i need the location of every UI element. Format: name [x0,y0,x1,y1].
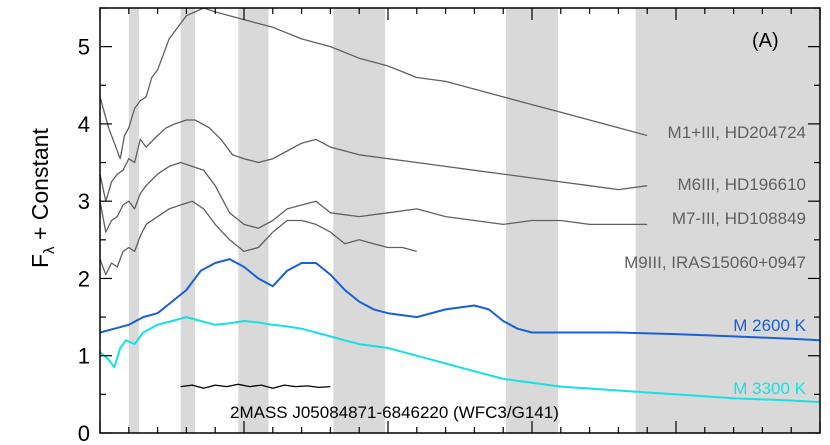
shaded-band-0 [128,8,139,433]
series-line-4 [99,258,821,342]
y-tick-label-5: 5 [78,35,90,60]
label-2mass-target: 2MASS J05084871-6846220 (WFC3/G141) [230,403,559,422]
series-line-3 [99,200,417,276]
series-line-1 [99,119,648,202]
series-line-5 [99,316,821,404]
panel-label: (A) [752,30,779,52]
shaded-regions [128,8,820,433]
shaded-band-1 [180,8,196,433]
label-m6iii: M6III, HD196610 [677,175,806,194]
label-m1iii: M1+III, HD204724 [668,123,806,142]
series-lines [99,7,821,404]
shaded-band-2 [238,8,269,433]
series-line-6 [180,383,331,389]
y-tick-label-4: 4 [78,112,90,137]
y-axis-ticks: 0 1 2 3 4 5 [78,7,820,445]
y-tick-label-2: 2 [78,266,90,291]
label-m9iii: M9III, IRAS15060+0947 [624,253,806,272]
y-tick-label-0: 0 [78,421,90,445]
shaded-band-3 [333,8,386,433]
x-axis-ticks [99,8,821,433]
y-tick-label-1: 1 [78,344,90,369]
shaded-band-5 [635,8,820,433]
series-line-2 [99,161,648,233]
y-axis-label: Fλ + Constant [27,128,58,268]
series-line-0 [99,7,648,160]
label-m7iii: M7-III, HD108849 [672,209,806,228]
y-tick-label-3: 3 [78,189,90,214]
label-m2600k: M 2600 K [733,316,806,335]
label-m3300k: M 3300 K [733,379,806,398]
plot-frame [99,7,821,434]
